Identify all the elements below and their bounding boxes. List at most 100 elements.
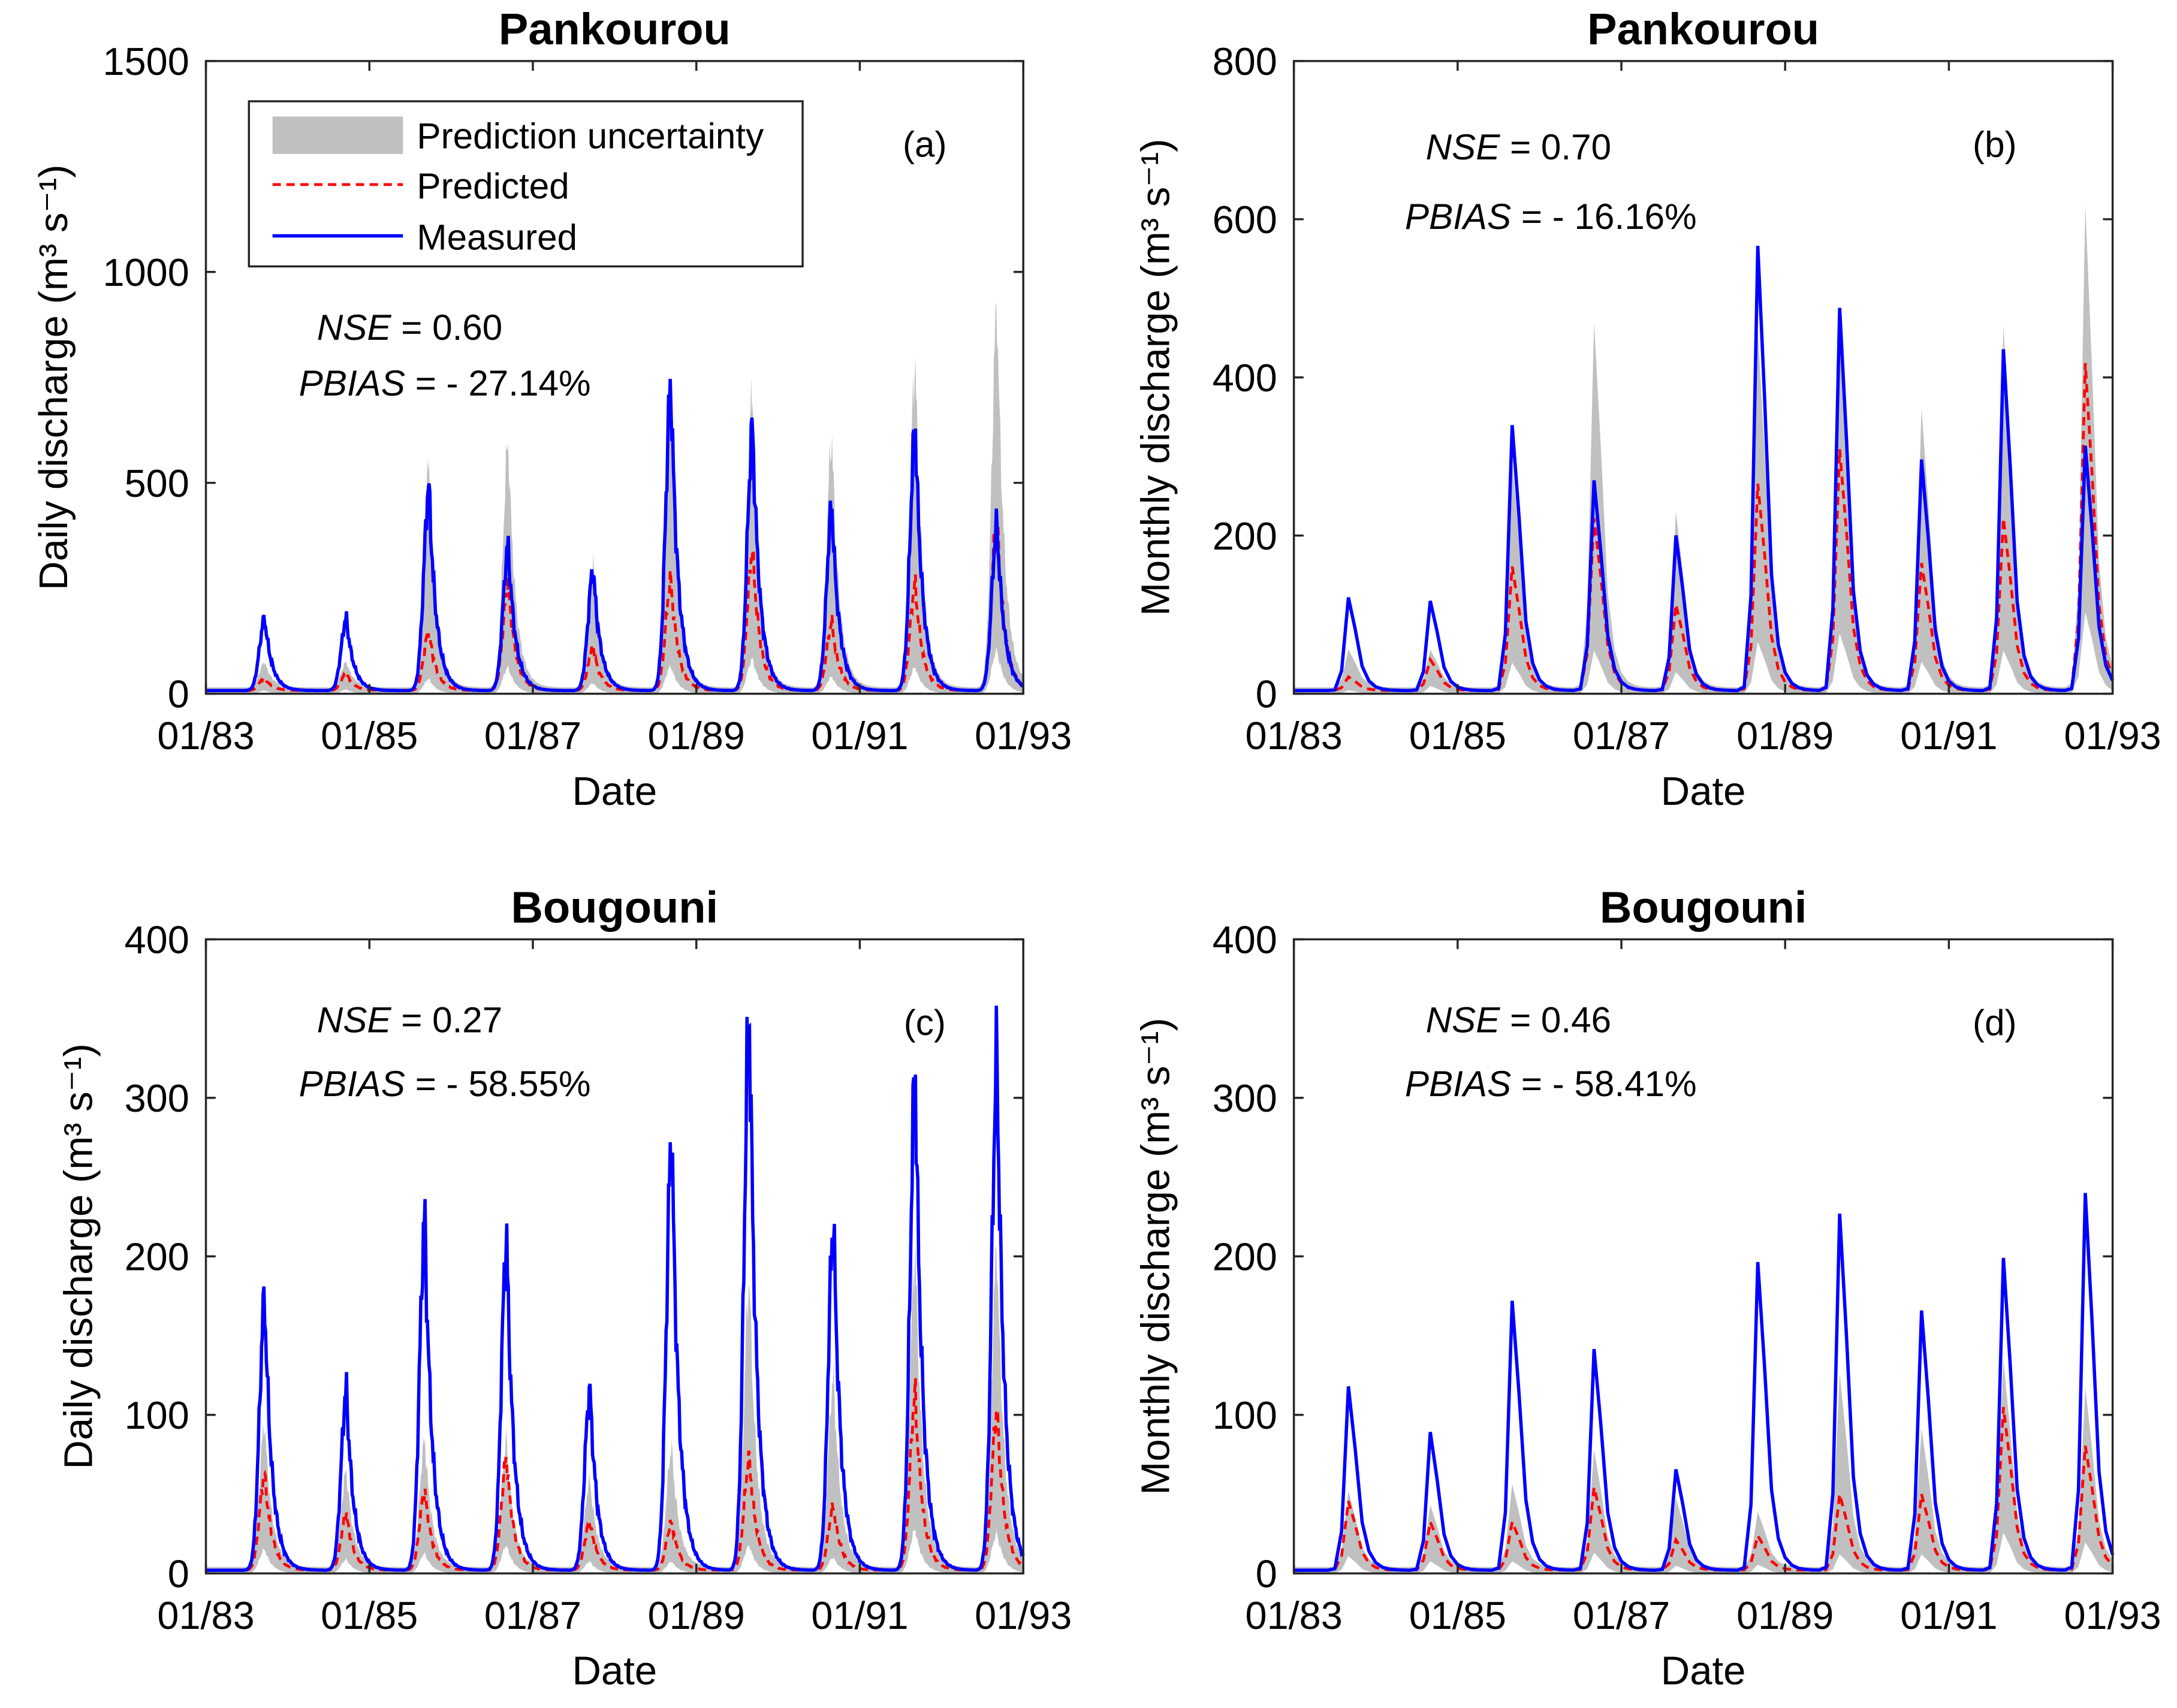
nse-annotation: NSE = 0.70 [1426,127,1612,167]
y-tick-label: 1000 [103,251,189,294]
y-tick-label: 100 [125,1393,189,1437]
x-tick-label: 01/87 [1573,714,1670,758]
pbias-annotation: PBIAS = - 58.55% [299,1064,591,1104]
y-axis-label: Daily discharge (m³ s⁻¹) [56,1043,101,1469]
x-tick-label: 01/89 [648,1594,745,1637]
chart-panel-a: 01/83 01/85 01/87 01/89 01/91 01/93 0 500 1000 15… [31,4,1072,814]
y-tick-label: 0 [1256,672,1277,716]
pbias-label: PBIAS [299,363,405,403]
predicted-line [206,517,1025,692]
y-axis-label: Monthly discharge (m³ s⁻¹) [1133,139,1178,616]
y-tick-label: 200 [1213,1235,1277,1279]
chart-title: Bougouni [1600,883,1807,933]
x-tick-label: 01/85 [1409,714,1506,758]
pbias-label: PBIAS [1405,1064,1511,1104]
x-axis-label: Date [572,1649,657,1694]
nse-value: = 0.27 [391,1000,503,1040]
x-tick-label: 01/93 [975,714,1072,758]
y-tick-label: 100 [1213,1393,1277,1437]
pbias-annotation: PBIAS = - 27.14% [299,363,591,403]
chart-title: Bougouni [511,883,719,933]
x-tick-label: 01/93 [2064,714,2161,758]
nse-value: = 0.60 [391,307,503,348]
chart-panel-d: 01/83 01/85 01/87 01/89 01/91 01/93 0 100 200 300… [1133,883,2161,1694]
nse-value: = 0.46 [1500,1000,1611,1040]
pbias-value: = - 27.14% [405,363,591,403]
panel-label: (a) [903,125,947,165]
y-tick-label: 1500 [103,40,189,83]
chart-title: Pankourou [1587,4,1819,54]
measured-line [1293,246,2115,693]
y-tick-label: 0 [168,672,189,716]
y-axis-label: Monthly discharge (m³ s⁻¹) [1133,1018,1178,1495]
panel-label: (c) [904,1003,946,1043]
uncertainty-band [206,1244,1024,1574]
measured-line [206,379,1024,693]
measured-line [1293,1193,2115,1572]
nse-label: NSE [1426,127,1501,167]
y-tick-label: 200 [125,1235,189,1279]
nse-label: NSE [317,1000,392,1040]
nse-annotation: NSE = 0.27 [317,1000,503,1040]
x-tick-label: 01/83 [1246,1594,1343,1637]
legend-swatch-uncertainty [272,116,403,154]
nse-annotation: NSE = 0.60 [317,307,503,348]
nse-label: NSE [1426,1000,1501,1040]
predicted-line [1293,1407,2114,1572]
x-tick-label: 01/91 [811,1594,908,1637]
x-tick-label: 01/89 [1736,714,1834,758]
x-tick-label: 01/83 [157,1594,254,1637]
measured-line [206,1006,1025,1572]
nse-annotation: NSE = 0.46 [1426,1000,1612,1040]
x-tick-label: 01/87 [1573,1594,1670,1637]
predicted-line [1293,363,2114,692]
legend-entry: Predicted [417,166,569,206]
pbias-value: = - 58.41% [1511,1064,1697,1104]
y-tick-label: 400 [1213,918,1277,962]
pbias-label: PBIAS [1405,197,1511,237]
x-tick-label: 01/85 [321,714,418,758]
x-tick-label: 01/87 [484,714,581,758]
pbias-annotation: PBIAS = - 16.16% [1405,197,1697,237]
chart-panel-c: 01/83 01/85 01/87 01/89 01/91 01/93 0 100 200 300… [56,883,1072,1694]
predicted-line [206,1378,1025,1572]
x-tick-label: 01/89 [1736,1594,1834,1637]
y-tick-label: 400 [1213,356,1277,400]
legend: Prediction uncertainty Predicted Measured [248,100,804,268]
x-tick-label: 01/85 [321,1594,418,1637]
chart-panel-b: 01/83 01/85 01/87 01/89 01/91 01/93 0 200 400 600… [1133,4,2161,814]
x-tick-label: 01/89 [648,714,745,758]
x-tick-label: 01/85 [1409,1594,1506,1637]
axes-box [204,60,1024,695]
x-axis-label: Date [1661,769,1746,814]
legend-entry: Measured [417,218,577,258]
y-tick-label: 800 [1213,40,1277,83]
legend-entry: Prediction uncertainty [417,116,764,156]
uncertainty-band [206,302,1024,694]
pbias-annotation: PBIAS = - 58.41% [1405,1064,1697,1104]
y-tick-label: 0 [1256,1552,1277,1596]
y-tick-label: 300 [125,1076,189,1120]
pbias-value: = - 58.55% [405,1064,591,1104]
x-tick-label: 01/83 [1246,714,1343,758]
x-tick-label: 01/87 [484,1594,581,1637]
y-tick-label: 300 [1213,1076,1277,1120]
uncertainty-band [1293,204,2113,694]
chart-title: Pankourou [499,4,731,54]
y-tick-label: 600 [1213,198,1277,242]
y-tick-label: 200 [1213,514,1277,558]
x-tick-label: 01/91 [1900,1594,1997,1637]
nse-label: NSE [317,307,392,348]
y-tick-label: 0 [168,1552,189,1596]
y-tick-label: 400 [125,918,189,962]
x-tick-label: 01/93 [975,1594,1072,1637]
x-tick-label: 01/83 [157,714,254,758]
x-tick-label: 01/91 [811,714,908,758]
pbias-value: = - 16.16% [1511,197,1697,237]
x-axis-label: Date [572,769,657,814]
x-tick-label: 01/91 [1900,714,1997,758]
x-axis-label: Date [1661,1649,1746,1694]
x-tick-label: 01/93 [2064,1594,2161,1637]
uncertainty-band [1293,1359,2113,1574]
